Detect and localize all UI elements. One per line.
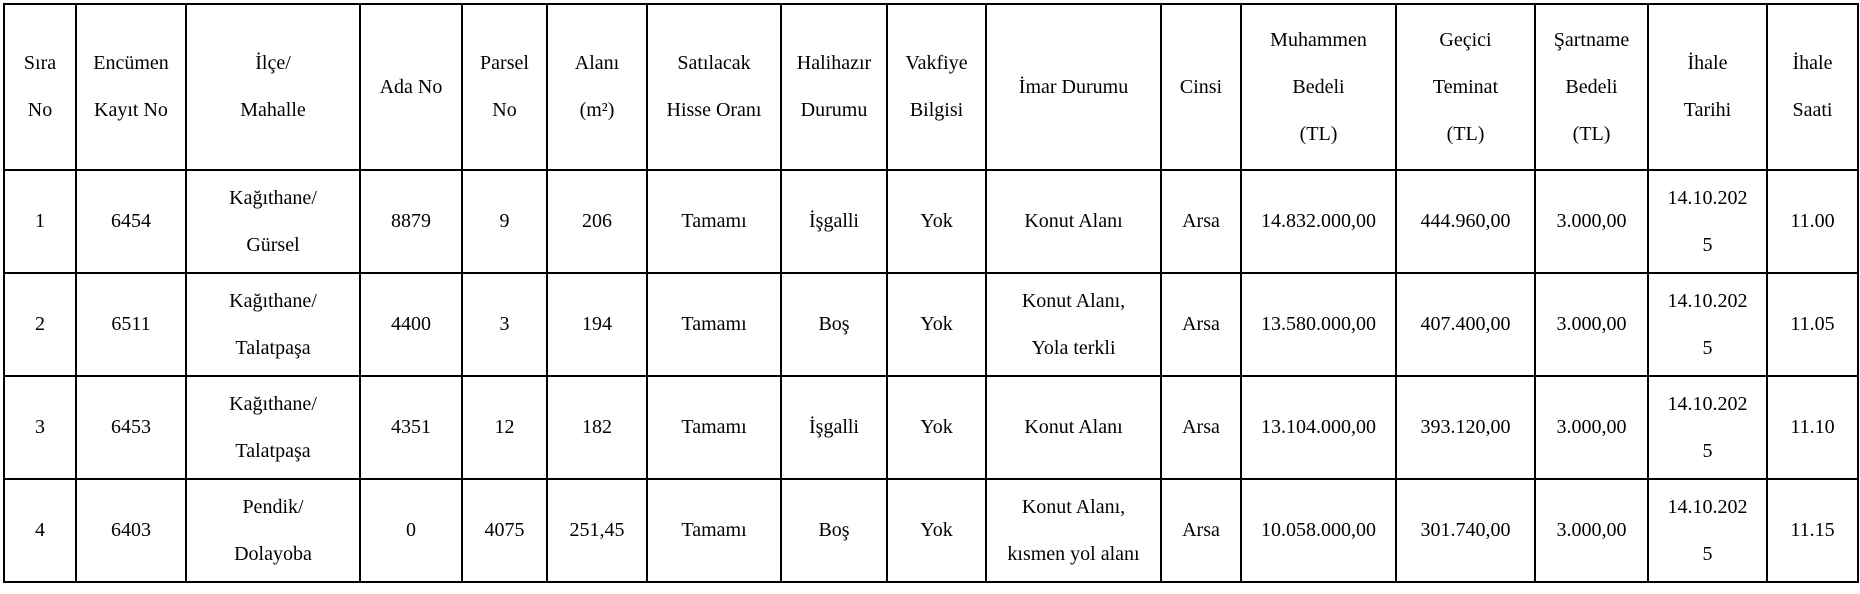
- cell-vakfiye-bilgisi: Yok: [886, 169, 987, 274]
- auction-property-table: Sıra No Encümen Kayıt No İlçe/ Mahalle Ada …: [3, 3, 1859, 583]
- cell-text: 14.10.2025: [1667, 186, 1748, 256]
- column-header-imar-durumu: İmar Durumu: [985, 3, 1162, 171]
- table-body: 1 6454 Kağıthane/ Gürsel 8879 9 206 Tamamı İşga…: [3, 169, 1859, 583]
- cell-gecici-teminat-tl: 444.960,00: [1395, 169, 1536, 274]
- cell-sartname-bedeli-tl: 3.000,00: [1534, 478, 1649, 583]
- table-row: 1 6454 Kağıthane/ Gürsel 8879 9 206 Tamamı İşga…: [3, 169, 1859, 274]
- cell-satilacak-hisse-orani: Tamamı: [646, 375, 782, 480]
- cell-ilce-mahalle: Kağıthane/ Talatpaşa: [185, 375, 361, 480]
- column-header-satilacak-hisse-orani: Satılacak Hisse Oranı: [646, 3, 782, 171]
- cell-sartname-bedeli-tl: 3.000,00: [1534, 375, 1649, 480]
- cell-ihale-saati: 11.05: [1766, 272, 1859, 377]
- cell-muhammen-bedeli-tl: 13.104.000,00: [1240, 375, 1397, 480]
- cell-alani-m2: 251,45: [546, 478, 648, 583]
- cell-parsel-no: 12: [461, 375, 548, 480]
- cell-imar-durumu: Konut Alanı: [985, 375, 1162, 480]
- cell-halihazir-durumu: Boş: [780, 478, 888, 583]
- cell-text: 14.10.2025: [1667, 289, 1748, 359]
- cell-gecici-teminat-tl: 301.740,00: [1395, 478, 1536, 583]
- cell-alani-m2: 206: [546, 169, 648, 274]
- cell-imar-durumu: Konut Alanı, Yola terkli: [985, 272, 1162, 377]
- column-header-sira-no: Sıra No: [3, 3, 77, 171]
- cell-ihale-saati: 11.15: [1766, 478, 1859, 583]
- cell-sira-no: 2: [3, 272, 77, 377]
- cell-muhammen-bedeli-tl: 10.058.000,00: [1240, 478, 1397, 583]
- cell-text: 14.10.2025: [1667, 495, 1748, 565]
- column-header-parsel-no: Parsel No: [461, 3, 548, 171]
- table-header: Sıra No Encümen Kayıt No İlçe/ Mahalle Ada …: [3, 3, 1859, 171]
- cell-vakfiye-bilgisi: Yok: [886, 478, 987, 583]
- cell-satilacak-hisse-orani: Tamamı: [646, 169, 782, 274]
- cell-satilacak-hisse-orani: Tamamı: [646, 478, 782, 583]
- column-header-ilce-mahalle: İlçe/ Mahalle: [185, 3, 361, 171]
- cell-muhammen-bedeli-tl: 14.832.000,00: [1240, 169, 1397, 274]
- cell-sartname-bedeli-tl: 3.000,00: [1534, 169, 1649, 274]
- cell-ada-no: 8879: [359, 169, 463, 274]
- cell-ihale-tarihi: 14.10.2025: [1647, 169, 1768, 274]
- cell-halihazir-durumu: İşgalli: [780, 375, 888, 480]
- cell-cinsi: Arsa: [1160, 272, 1242, 377]
- column-header-sartname-bedeli-tl: Şartname Bedeli (TL): [1534, 3, 1649, 171]
- cell-sartname-bedeli-tl: 3.000,00: [1534, 272, 1649, 377]
- cell-cinsi: Arsa: [1160, 375, 1242, 480]
- cell-encumen-kayit-no: 6454: [75, 169, 187, 274]
- cell-imar-durumu: Konut Alanı: [985, 169, 1162, 274]
- column-header-encumen-kayit-no: Encümen Kayıt No: [75, 3, 187, 171]
- cell-text: 14.10.2025: [1667, 392, 1748, 462]
- cell-ada-no: 4400: [359, 272, 463, 377]
- column-header-ihale-saati: İhale Saati: [1766, 3, 1859, 171]
- cell-ilce-mahalle: Pendik/ Dolayoba: [185, 478, 361, 583]
- cell-vakfiye-bilgisi: Yok: [886, 272, 987, 377]
- cell-sira-no: 1: [3, 169, 77, 274]
- cell-sira-no: 3: [3, 375, 77, 480]
- column-header-ihale-tarihi: İhale Tarihi: [1647, 3, 1768, 171]
- cell-parsel-no: 3: [461, 272, 548, 377]
- cell-ihale-saati: 11.00: [1766, 169, 1859, 274]
- cell-ilce-mahalle: Kağıthane/ Talatpaşa: [185, 272, 361, 377]
- cell-halihazir-durumu: İşgalli: [780, 169, 888, 274]
- table-row: 2 6511 Kağıthane/ Talatpaşa 4400 3 194 Tamamı B…: [3, 272, 1859, 377]
- cell-ihale-tarihi: 14.10.2025: [1647, 478, 1768, 583]
- cell-ihale-tarihi: 14.10.2025: [1647, 272, 1768, 377]
- table-row: 3 6453 Kağıthane/ Talatpaşa 4351 12 182 Tamamı…: [3, 375, 1859, 480]
- column-header-ada-no: Ada No: [359, 3, 463, 171]
- cell-alani-m2: 182: [546, 375, 648, 480]
- cell-ada-no: 0: [359, 478, 463, 583]
- cell-parsel-no: 9: [461, 169, 548, 274]
- cell-halihazir-durumu: Boş: [780, 272, 888, 377]
- column-header-alani-m2: Alanı (m²): [546, 3, 648, 171]
- cell-parsel-no: 4075: [461, 478, 548, 583]
- cell-imar-durumu: Konut Alanı, kısmen yol alanı: [985, 478, 1162, 583]
- cell-gecici-teminat-tl: 393.120,00: [1395, 375, 1536, 480]
- column-header-gecici-teminat-tl: Geçici Teminat (TL): [1395, 3, 1536, 171]
- table-row: 4 6403 Pendik/ Dolayoba 0 4075 251,45 Tamamı Bo…: [3, 478, 1859, 583]
- cell-encumen-kayit-no: 6511: [75, 272, 187, 377]
- column-header-cinsi: Cinsi: [1160, 3, 1242, 171]
- cell-muhammen-bedeli-tl: 13.580.000,00: [1240, 272, 1397, 377]
- column-header-muhammen-bedeli-tl: Muhammen Bedeli (TL): [1240, 3, 1397, 171]
- cell-vakfiye-bilgisi: Yok: [886, 375, 987, 480]
- cell-cinsi: Arsa: [1160, 478, 1242, 583]
- cell-ada-no: 4351: [359, 375, 463, 480]
- cell-alani-m2: 194: [546, 272, 648, 377]
- cell-satilacak-hisse-orani: Tamamı: [646, 272, 782, 377]
- cell-sira-no: 4: [3, 478, 77, 583]
- cell-ilce-mahalle: Kağıthane/ Gürsel: [185, 169, 361, 274]
- cell-encumen-kayit-no: 6403: [75, 478, 187, 583]
- header-row: Sıra No Encümen Kayıt No İlçe/ Mahalle Ada …: [3, 3, 1859, 171]
- cell-encumen-kayit-no: 6453: [75, 375, 187, 480]
- column-header-vakfiye-bilgisi: Vakfiye Bilgisi: [886, 3, 987, 171]
- column-header-halihazir-durumu: Halihazır Durumu: [780, 3, 888, 171]
- cell-ihale-saati: 11.10: [1766, 375, 1859, 480]
- cell-ihale-tarihi: 14.10.2025: [1647, 375, 1768, 480]
- cell-gecici-teminat-tl: 407.400,00: [1395, 272, 1536, 377]
- cell-cinsi: Arsa: [1160, 169, 1242, 274]
